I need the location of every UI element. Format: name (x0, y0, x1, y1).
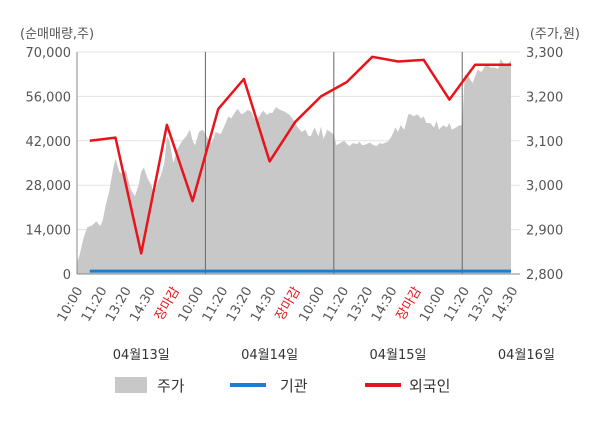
left-tick-label: 28,000 (26, 179, 72, 194)
legend-swatch-foreign (365, 383, 401, 387)
price-area-series (77, 58, 511, 275)
right-axis-unit: (주가,원) (530, 27, 580, 42)
series-lines-layer (89, 55, 511, 273)
date-label: 04월16일 (498, 348, 555, 363)
right-tick-label: 3,000 (526, 179, 563, 194)
left-axis: 0 14,000 28,000 42,000 56,000 70,000 (26, 46, 520, 283)
right-tick-label: 3,200 (526, 90, 563, 105)
left-tick-label: 42,000 (26, 135, 72, 150)
legend-label-price: 주가 (157, 377, 185, 395)
price-area-layer (77, 58, 511, 275)
right-tick-label: 2,800 (526, 268, 563, 283)
right-tick-label: 2,900 (526, 224, 563, 239)
left-tick-label: 0 (63, 268, 71, 283)
left-tick-label: 70,000 (26, 46, 72, 61)
legend-swatch-price (115, 377, 147, 393)
date-label: 04월15일 (370, 348, 427, 363)
date-label: 04월14일 (241, 348, 298, 363)
right-axis: 2,800 2,900 3,000 3,100 3,200 3,300 (526, 46, 563, 283)
date-label: 04월13일 (113, 348, 170, 363)
left-tick-label: 14,000 (26, 224, 72, 239)
legend-label-foreign: 외국인 (409, 377, 450, 395)
series-line-foreign (89, 55, 511, 255)
x-axis: 10:0011:2013:2014:30장마감10:0011:2013:2014… (55, 284, 522, 324)
legend: 주가 기관 외국인 (115, 377, 450, 395)
legend-label-institution: 기관 (280, 377, 308, 395)
legend-swatch-institution (230, 383, 266, 387)
left-axis-unit: (순매매량,주) (20, 27, 94, 42)
left-tick-label: 56,000 (26, 90, 72, 105)
right-tick-label: 3,100 (526, 135, 563, 150)
date-labels: 04월13일 04월14일 04월15일 04월16일 (113, 348, 555, 363)
right-tick-label: 3,300 (526, 46, 563, 61)
